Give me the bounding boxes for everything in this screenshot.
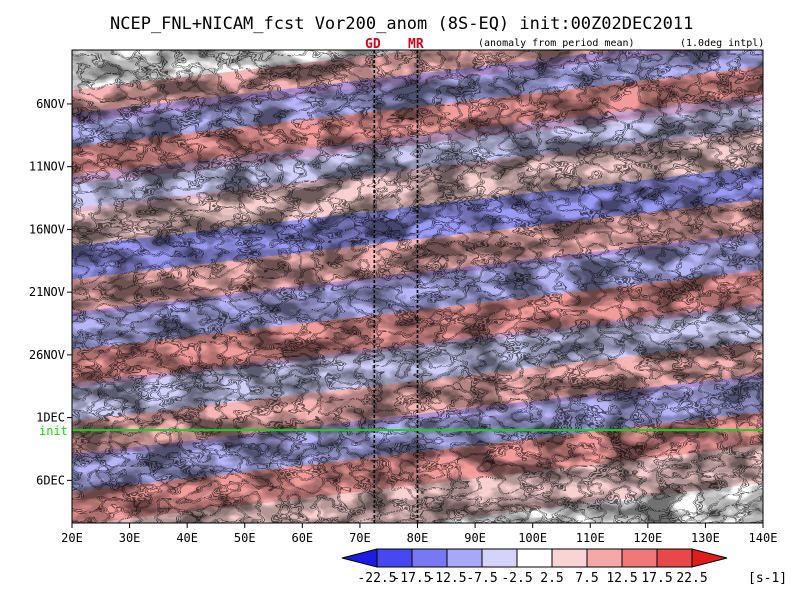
y-axis: 6NOV 11NOV 16NOV 21NOV 26NOV 1DEC 6DEC: [29, 97, 72, 487]
y-tick-label: 16NOV: [29, 222, 65, 236]
colorbar-bin: [551, 548, 588, 568]
colorbar-bin: [516, 548, 553, 568]
x-tick-label: 130E: [691, 531, 720, 545]
marker-label-gd: GD: [365, 37, 381, 52]
x-tick-label: 30E: [119, 531, 141, 545]
colorbar-level-label: -2.5: [501, 571, 532, 586]
colorbar-level-label: 7.5: [575, 571, 598, 586]
colorbar-bin: [586, 548, 623, 568]
x-tick-label: 20E: [61, 531, 83, 545]
chart-title: NCEP_FNL+NICAM_fcst Vor200_anom (8S-EQ) …: [110, 14, 693, 34]
colorbar-bin: [411, 548, 448, 568]
x-tick-label: 50E: [234, 531, 256, 545]
y-tick-label: 26NOV: [29, 348, 65, 362]
chart-subtitle-anomaly: (anomaly from period mean): [478, 38, 635, 49]
x-tick-label: 60E: [291, 531, 313, 545]
colorbar-level-label: -7.5: [466, 571, 497, 586]
colorbar-high-arrow: [691, 548, 728, 568]
x-tick-label: 90E: [464, 531, 486, 545]
colorbar-level-label: 2.5: [540, 571, 563, 586]
y-tick-label: 11NOV: [29, 160, 65, 174]
x-tick-label: 120E: [633, 531, 662, 545]
colorbar-level-label: 22.5: [676, 571, 707, 586]
y-tick-label: 1DEC: [36, 411, 65, 425]
colorbar-bin: [656, 548, 693, 568]
colorbar-bin: [376, 548, 413, 568]
colorbar-level-label: -12.5: [427, 571, 466, 586]
colorbar-unit-label: [s-1]: [748, 571, 787, 586]
chart-subtitle-interp: (1.0deg intpl): [680, 38, 764, 49]
colorbar-level-label: -17.5: [392, 571, 431, 586]
x-tick-label: 140E: [749, 531, 778, 545]
x-tick-label: 70E: [349, 531, 371, 545]
colorbar-low-arrow: [341, 548, 378, 568]
y-tick-label: 21NOV: [29, 285, 65, 299]
x-tick-label: 110E: [576, 531, 605, 545]
y-tick-label: 6NOV: [36, 97, 65, 111]
colorbar-bin: [481, 548, 518, 568]
init-label: init: [39, 424, 68, 438]
plot-overlays: [72, 50, 763, 523]
x-tick-label: 100E: [518, 531, 547, 545]
colorbar-bin: [621, 548, 658, 568]
marker-label-mr: MR: [408, 37, 424, 52]
x-tick-label: 40E: [176, 531, 198, 545]
colorbar-level-label: 17.5: [641, 571, 672, 586]
colorbar-level-label: -22.5: [357, 571, 396, 586]
colorbar-level-label: 12.5: [606, 571, 637, 586]
x-tick-label: 80E: [407, 531, 429, 545]
x-axis: 20E 30E 40E 50E 60E 70E 80E 90E 100E 110E 120E 130E…: [61, 523, 777, 545]
colorbar-bin: [446, 548, 483, 568]
colorbar: -22.5-17.5-12.5 -7.5 -2.5 2.5 7.5 12.5 17.5 22.…: [341, 548, 787, 586]
y-tick-label: 6DEC: [36, 473, 65, 487]
